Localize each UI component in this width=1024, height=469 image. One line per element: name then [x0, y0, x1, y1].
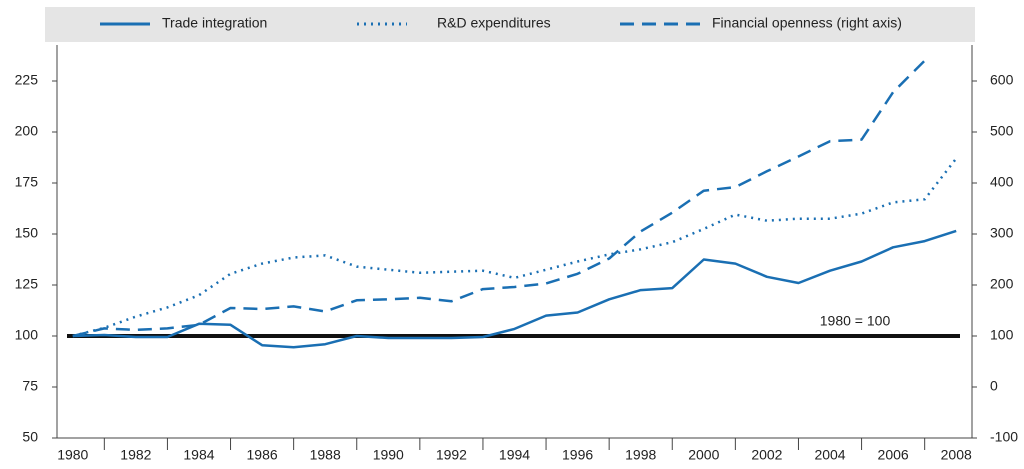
y-tick-label: 150: [15, 225, 39, 241]
y2-tick-label: 300: [990, 225, 1014, 241]
legend-label: Trade integration: [162, 15, 267, 31]
x-tick-label: 1996: [562, 447, 593, 463]
x-tick-label: 2002: [751, 447, 782, 463]
x-tick-label: 1998: [625, 447, 656, 463]
y-tick-label: 100: [15, 327, 39, 343]
y-tick-label: 200: [15, 123, 39, 139]
series-line: [72, 229, 957, 349]
x-tick-label: 2004: [814, 447, 845, 463]
x-tick-label: 1980: [57, 447, 88, 463]
series-line: [72, 59, 926, 338]
y2-tick-label: 600: [990, 72, 1014, 88]
y2-tick-label: 500: [990, 123, 1014, 139]
x-tick-label: 1984: [183, 447, 214, 463]
y-tick-label: 175: [15, 174, 39, 190]
legend-label: Financial openness (right axis): [712, 15, 902, 31]
y-tick-label: 50: [22, 429, 38, 445]
y2-tick-label: 200: [990, 276, 1014, 292]
series-line: [72, 157, 958, 338]
y2-tick-label: 400: [990, 174, 1014, 190]
x-tick-label: 1990: [373, 447, 404, 463]
x-tick-label: 1994: [499, 447, 530, 463]
x-tick-label: 2006: [878, 447, 909, 463]
x-tick-label: 1992: [436, 447, 467, 463]
y-tick-label: 225: [15, 72, 39, 88]
y2-tick-label: 0: [990, 378, 998, 394]
x-tick-label: 1988: [310, 447, 341, 463]
x-tick-label: 1982: [120, 447, 151, 463]
x-tick-label: 2000: [688, 447, 719, 463]
x-tick-label: 1986: [247, 447, 278, 463]
y-tick-label: 75: [22, 378, 38, 394]
annotation: 1980 = 100: [820, 313, 891, 329]
y2-tick-label: 100: [990, 327, 1014, 343]
y2-tick-label: -100: [990, 429, 1018, 445]
legend-background: [45, 7, 975, 42]
y-tick-label: 125: [15, 276, 39, 292]
x-tick-label: 2008: [941, 447, 972, 463]
legend-label: R&D expenditures: [437, 15, 551, 31]
